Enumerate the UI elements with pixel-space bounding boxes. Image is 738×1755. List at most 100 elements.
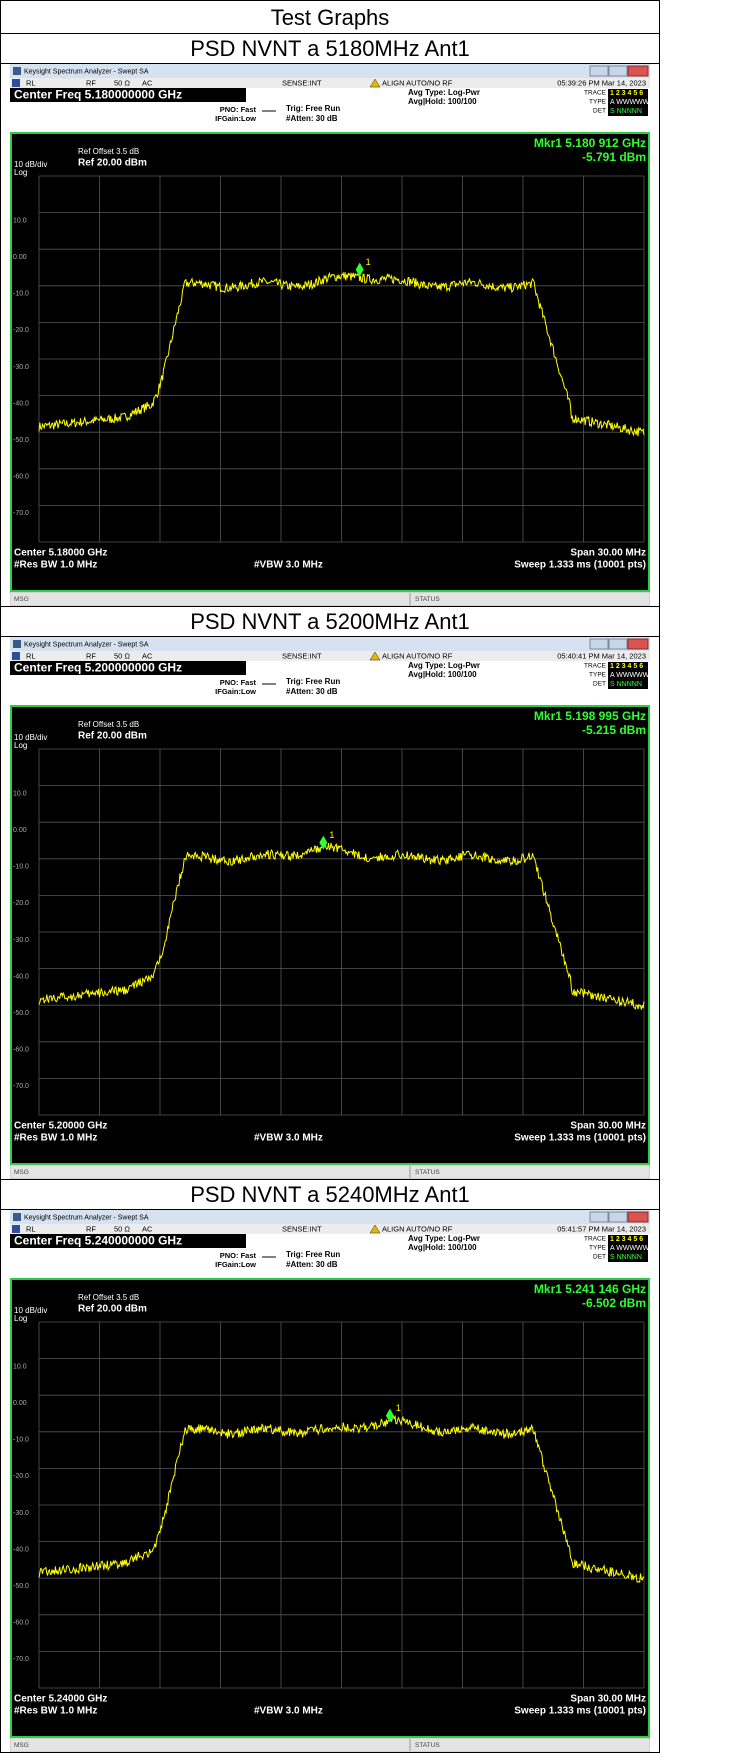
align: ALIGN AUTO/NO RF	[382, 78, 453, 87]
span: Span 30.00 MHz	[570, 1121, 646, 1132]
avg-type: Avg Type: Log-Pwr	[408, 1234, 480, 1243]
marker	[319, 835, 328, 850]
warn-icon	[369, 651, 381, 661]
center: Center 5.20000 GHz	[14, 1121, 107, 1132]
ref-level: Ref 20.00 dBm	[78, 731, 147, 742]
screenshot-cell: Keysight Spectrum Analyzer - Swept SA RL R…	[1, 637, 659, 1180]
screenshot-cell: Keysight Spectrum Analyzer - Swept SA RL R…	[1, 64, 659, 607]
msg: MSG	[14, 1742, 29, 1749]
msg-bar	[10, 591, 650, 606]
analyzer-screen: Keysight Spectrum Analyzer - Swept SA RL R…	[10, 637, 650, 1179]
sweep: Sweep 1.333 ms (10001 pts)	[514, 560, 646, 571]
det-label: DET	[593, 681, 606, 688]
scale: 10 dB/div	[14, 733, 47, 742]
impedance: 50 Ω	[114, 651, 130, 660]
rl: RL	[26, 651, 36, 660]
app-title: Keysight Spectrum Analyzer - Swept SA	[24, 68, 149, 75]
trig: Trig: Free Run	[286, 104, 340, 113]
scale: 10 dB/div	[14, 1306, 47, 1315]
y-label: 10.0	[13, 217, 27, 224]
app-title: Keysight Spectrum Analyzer - Swept SA	[24, 1214, 149, 1221]
y-label: -50.0	[13, 1010, 29, 1017]
y-label: -50.0	[13, 1583, 29, 1590]
y-label: -10.0	[13, 864, 29, 871]
center-box	[10, 1234, 246, 1248]
warn-icon	[369, 1224, 381, 1234]
plot-area	[10, 132, 650, 592]
marker-level: -6.502 dBm	[582, 1296, 646, 1310]
ref-level: Ref 20.00 dBm	[78, 158, 147, 169]
doc-title: Test Graphs	[1, 0, 659, 34]
center-freq: Center Freq 5.180000000 GHz	[14, 88, 182, 102]
pno: PNO: Fast	[220, 105, 257, 114]
plot-area	[10, 1278, 650, 1738]
impedance: 50 Ω	[114, 78, 130, 87]
app-icon	[13, 1213, 21, 1221]
lxi-icon	[12, 79, 20, 87]
msg-bar	[10, 1737, 650, 1752]
center-freq: Center Freq 5.200000000 GHz	[14, 661, 182, 675]
coupling: AC	[142, 1224, 153, 1233]
y-label: -70.0	[13, 510, 29, 517]
marker-num: 1	[366, 257, 371, 267]
avg-type: Avg Type: Log-Pwr	[408, 661, 480, 670]
vbw: #VBW 3.0 MHz	[254, 560, 323, 571]
y-label: -60.0	[13, 474, 29, 481]
center-box	[10, 88, 246, 102]
msg-bar	[10, 1164, 650, 1179]
screenshot-cell: Keysight Spectrum Analyzer - Swept SA RL R…	[1, 1210, 659, 1753]
log: Log	[14, 168, 27, 177]
y-label: -60.0	[13, 1620, 29, 1627]
y-label: -30.0	[13, 1510, 29, 1517]
marker	[355, 262, 364, 277]
det-value: S NNNNN	[610, 1254, 642, 1261]
avg-hold: Avg|Hold: 100/100	[408, 97, 477, 106]
msg: MSG	[14, 596, 29, 603]
vbw: #VBW 3.0 MHz	[254, 1706, 323, 1717]
app-icon	[13, 67, 21, 75]
ifgain: IFGain:Low	[215, 114, 256, 123]
rf: RF	[86, 651, 96, 660]
sense: SENSE:INT	[282, 651, 322, 660]
trace	[38, 1414, 645, 1583]
marker-level: -5.215 dBm	[582, 723, 646, 737]
section-caption: PSD NVNT a 5240MHz Ant1	[1, 1180, 659, 1210]
trace-label: TRACE	[584, 1236, 607, 1243]
status-row	[10, 1224, 650, 1234]
timestamp: 05:41:57 PM Mar 14, 2023	[557, 1224, 646, 1233]
title-bar	[10, 637, 650, 651]
status-row	[10, 78, 650, 88]
res-bw: #Res BW 1.0 MHz	[14, 1706, 97, 1717]
det-value: S NNNNN	[610, 108, 642, 115]
title-bar	[10, 64, 650, 78]
trace-box	[608, 1235, 648, 1262]
det-label: DET	[593, 108, 606, 115]
lxi-icon	[12, 1225, 20, 1233]
type-value: A WWWWW	[610, 672, 650, 679]
status: STATUS	[415, 1169, 440, 1176]
marker-freq: Mkr1 5.241 146 GHz	[534, 1282, 646, 1296]
pno: PNO: Fast	[220, 678, 257, 687]
rf: RF	[86, 78, 96, 87]
timestamp: 05:39:26 PM Mar 14, 2023	[557, 78, 646, 87]
y-label: -20.0	[13, 900, 29, 907]
ref-offset: Ref Offset 3.5 dB	[78, 147, 139, 156]
sense: SENSE:INT	[282, 1224, 322, 1233]
lxi-icon	[12, 652, 20, 660]
center: Center 5.24000 GHz	[14, 1694, 107, 1705]
y-label: -60.0	[13, 1047, 29, 1054]
trig: Trig: Free Run	[286, 677, 340, 686]
avg-hold: Avg|Hold: 100/100	[408, 1243, 477, 1252]
app-icon	[13, 640, 21, 648]
ref-offset: Ref Offset 3.5 dB	[78, 1293, 139, 1302]
y-label: -40.0	[13, 400, 29, 407]
span: Span 30.00 MHz	[570, 548, 646, 559]
msg: MSG	[14, 1169, 29, 1176]
win-min	[589, 1211, 609, 1223]
status: STATUS	[415, 1742, 440, 1749]
trig: Trig: Free Run	[286, 1250, 340, 1259]
win-close	[627, 1211, 649, 1223]
y-label: -20.0	[13, 1473, 29, 1480]
coupling: AC	[142, 651, 153, 660]
ref-offset: Ref Offset 3.5 dB	[78, 720, 139, 729]
